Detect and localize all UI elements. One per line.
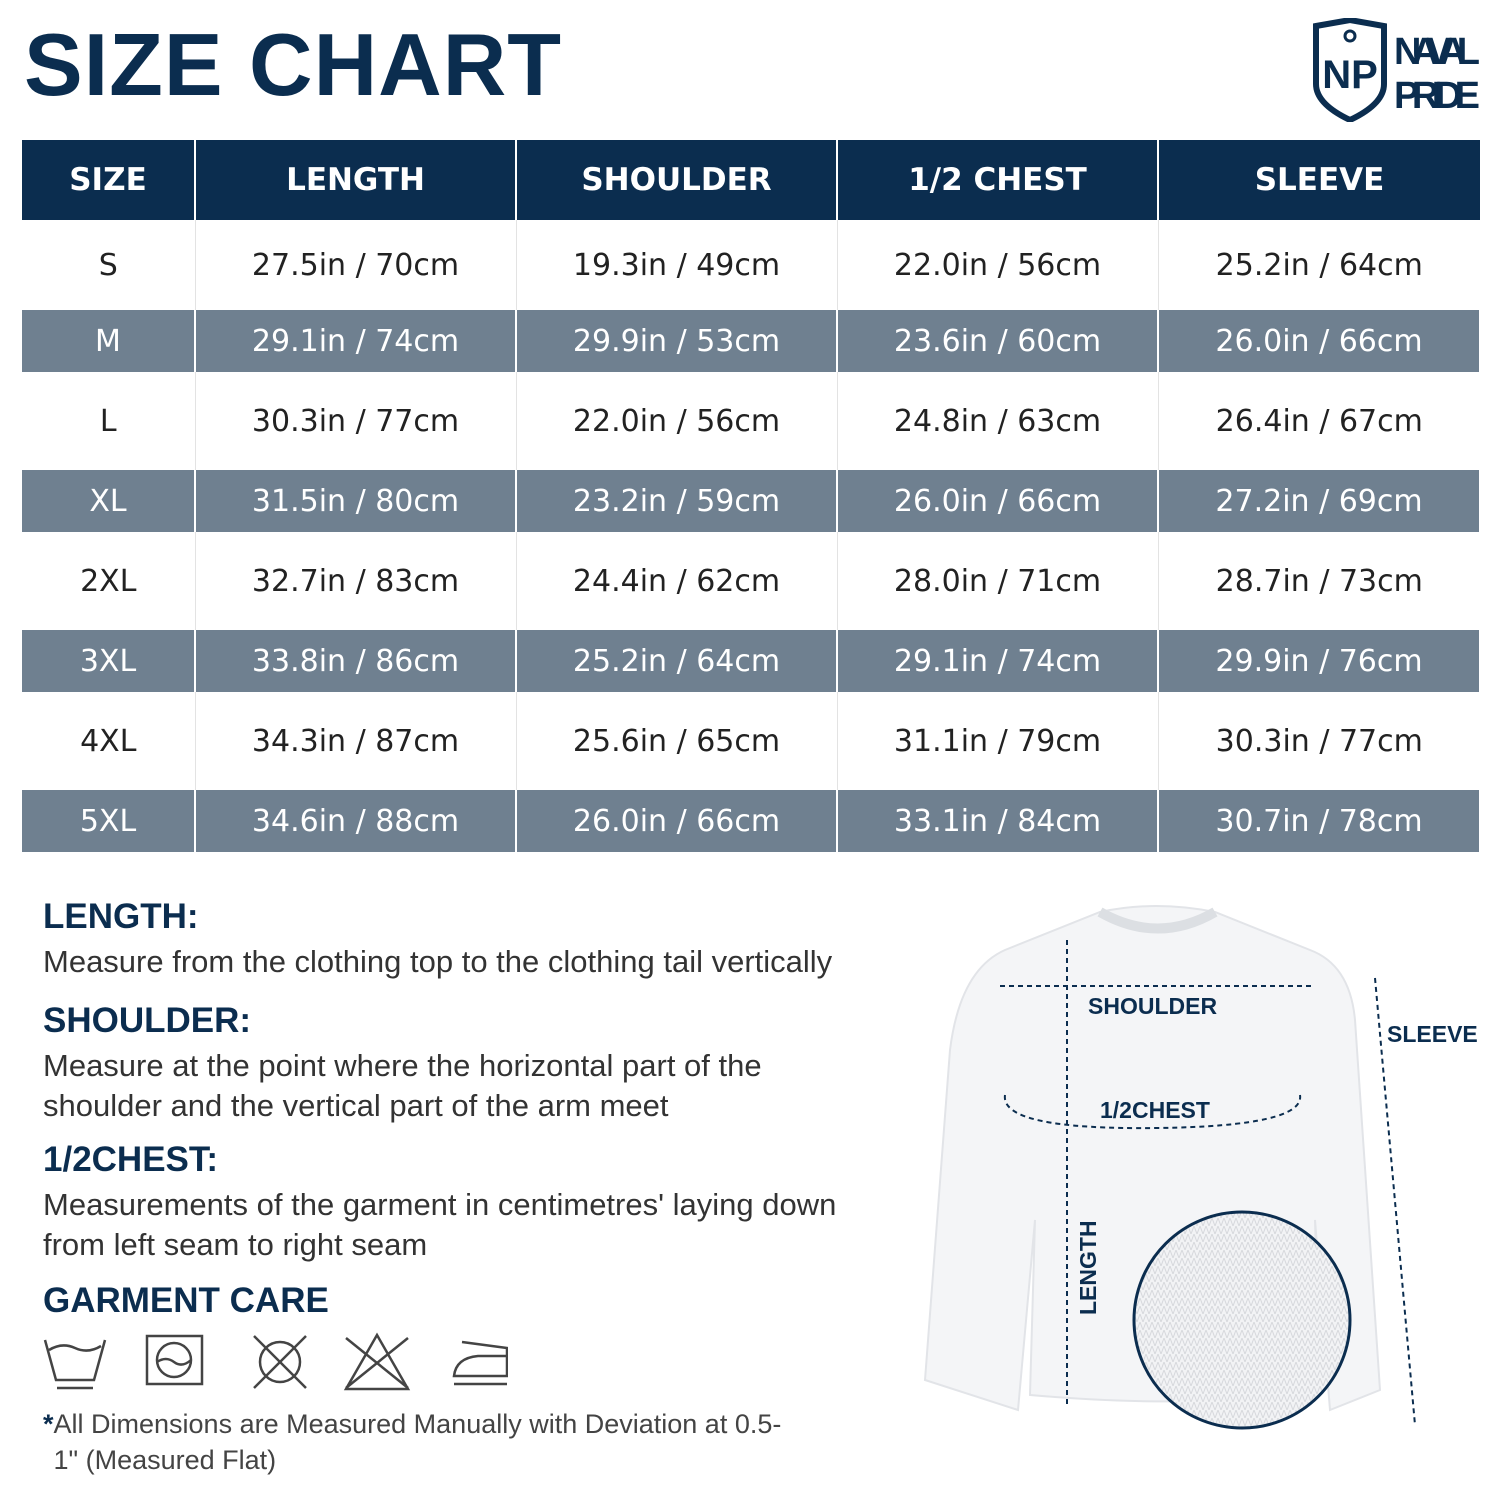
measurement-cell: 22.0in / 56cm (837, 220, 1159, 310)
measurement-cell: 31.1in / 79cm (837, 692, 1159, 790)
measurement-cell: 23.6in / 60cm (837, 310, 1159, 372)
column-header: LENGTH (195, 140, 517, 220)
care-icons (42, 1332, 542, 1394)
measurement-cell: 33.1in / 84cm (837, 790, 1159, 852)
measurement-cell: 23.2in / 59cm (516, 470, 838, 532)
shoulder-heading: SHOULDER: (43, 1001, 252, 1040)
measurement-cell: 26.0in / 66cm (1158, 310, 1481, 372)
measurement-cell: 33.8in / 86cm (195, 630, 517, 692)
sleeve-label: SLEEVE (1387, 1021, 1478, 1047)
table-row: 5XL 34.6in / 88cm 26.0in / 66cm 33.1in / 84… (22, 790, 1481, 852)
size-cell: S (22, 220, 196, 310)
measurement-cell: 27.2in / 69cm (1158, 470, 1481, 532)
measurement-cell: 24.4in / 62cm (516, 532, 838, 630)
do-not-bleach-icon (342, 1332, 442, 1394)
table-row: L 30.3in / 77cm 22.0in / 56cm 24.8in / 63cm… (22, 372, 1480, 470)
measurement-cell: 34.6in / 88cm (195, 790, 517, 852)
measurement-cell: 30.3in / 77cm (195, 372, 517, 470)
do-not-dry-clean-icon (242, 1332, 342, 1394)
page-title: SIZE CHART (24, 15, 562, 114)
measurement-cell: 30.7in / 78cm (1158, 790, 1481, 852)
column-header: SHOULDER (516, 140, 838, 220)
measurement-cell: 30.3in / 77cm (1158, 692, 1480, 790)
measurement-cell: 29.9in / 76cm (1158, 630, 1481, 692)
table-row: XL 31.5in / 80cm 23.2in / 59cm 26.0in / 66c… (22, 470, 1481, 532)
measurement-cell: 31.5in / 80cm (195, 470, 517, 532)
chest-text: Measurements of the garment in centimetr… (43, 1187, 837, 1262)
column-header: 1/2 CHEST (837, 140, 1159, 220)
length-heading: LENGTH: (43, 897, 199, 936)
fabric-closeup (1132, 1210, 1352, 1430)
measurement-cell: 27.5in / 70cm (195, 220, 517, 310)
chest-label: 1/2CHEST (1100, 1097, 1210, 1123)
care-heading: GARMENT CARE (43, 1281, 329, 1320)
table-row: 2XL 32.7in / 83cm 24.4in / 62cm 28.0in / 71… (22, 532, 1480, 630)
measurement-cell: 25.2in / 64cm (1158, 220, 1480, 310)
table-row: 3XL 33.8in / 86cm 25.2in / 64cm 29.1in / 74… (22, 630, 1481, 692)
measurement-cell: 34.3in / 87cm (195, 692, 517, 790)
sweater-diagram: SHOULDER 1/2CHEST LENGTH SLEEVE (923, 905, 1478, 1430)
column-header: SLEEVE (1158, 140, 1480, 220)
shoulder-text: Measure at the point where the horizonta… (43, 1048, 762, 1123)
size-cell: 2XL (22, 532, 196, 630)
measurement-cell: 25.2in / 64cm (516, 630, 838, 692)
table-row: S 27.5in / 70cm 19.3in / 49cm 22.0in / 56cm… (22, 220, 1480, 310)
measurement-cell: 26.0in / 66cm (837, 470, 1159, 532)
measurement-cell: 24.8in / 63cm (837, 372, 1159, 470)
size-table: SIZE LENGTH SHOULDER 1/2 CHEST SLEEVE S 27.5i… (22, 140, 1481, 852)
measurement-cell: 26.4in / 67cm (1158, 372, 1480, 470)
length-label: LENGTH (1075, 1220, 1101, 1315)
size-cell: XL (22, 470, 196, 532)
measurement-cell: 29.1in / 74cm (195, 310, 517, 372)
table-row: M 29.1in / 74cm 29.9in / 53cm 23.6in / 60cm… (22, 310, 1481, 372)
size-cell: M (22, 310, 196, 372)
chest-heading: 1/2CHEST: (43, 1140, 219, 1179)
length-text: Measure from the clothing top to the clo… (43, 944, 833, 979)
tumble-dry-icon (142, 1332, 242, 1394)
note-text: All Dimensions are Measured Manually wit… (53, 1409, 782, 1475)
naval-pride-logo: NP NAVAL PRIDE (1313, 18, 1480, 122)
measurement-cell: 28.7in / 73cm (1158, 532, 1480, 630)
size-cell: 5XL (22, 790, 196, 852)
measurement-cell: 22.0in / 56cm (516, 372, 838, 470)
hand-wash-icon (42, 1332, 142, 1394)
table-row: 4XL 34.3in / 87cm 25.6in / 65cm 31.1in / 79… (22, 692, 1480, 790)
size-cell: 3XL (22, 630, 196, 692)
shoulder-label: SHOULDER (1088, 993, 1217, 1019)
size-cell: 4XL (22, 692, 196, 790)
measurement-cell: 28.0in / 71cm (837, 532, 1159, 630)
measurement-note: *All Dimensions are Measured Manually wi… (43, 1406, 794, 1478)
measurement-cell: 25.6in / 65cm (516, 692, 838, 790)
svg-text:NP: NP (1322, 53, 1378, 97)
svg-text:PRIDE: PRIDE (1394, 75, 1480, 117)
svg-text:NAVAL: NAVAL (1394, 31, 1480, 73)
measurement-cell: 29.1in / 74cm (837, 630, 1159, 692)
column-header: SIZE (22, 140, 196, 220)
measurement-cell: 32.7in / 83cm (195, 532, 517, 630)
size-cell: L (22, 372, 196, 470)
measurement-cell: 19.3in / 49cm (516, 220, 838, 310)
note-asterisk: * (43, 1409, 54, 1439)
measurement-cell: 29.9in / 53cm (516, 310, 838, 372)
measurement-cell: 26.0in / 66cm (516, 790, 838, 852)
iron-icon (442, 1332, 542, 1394)
